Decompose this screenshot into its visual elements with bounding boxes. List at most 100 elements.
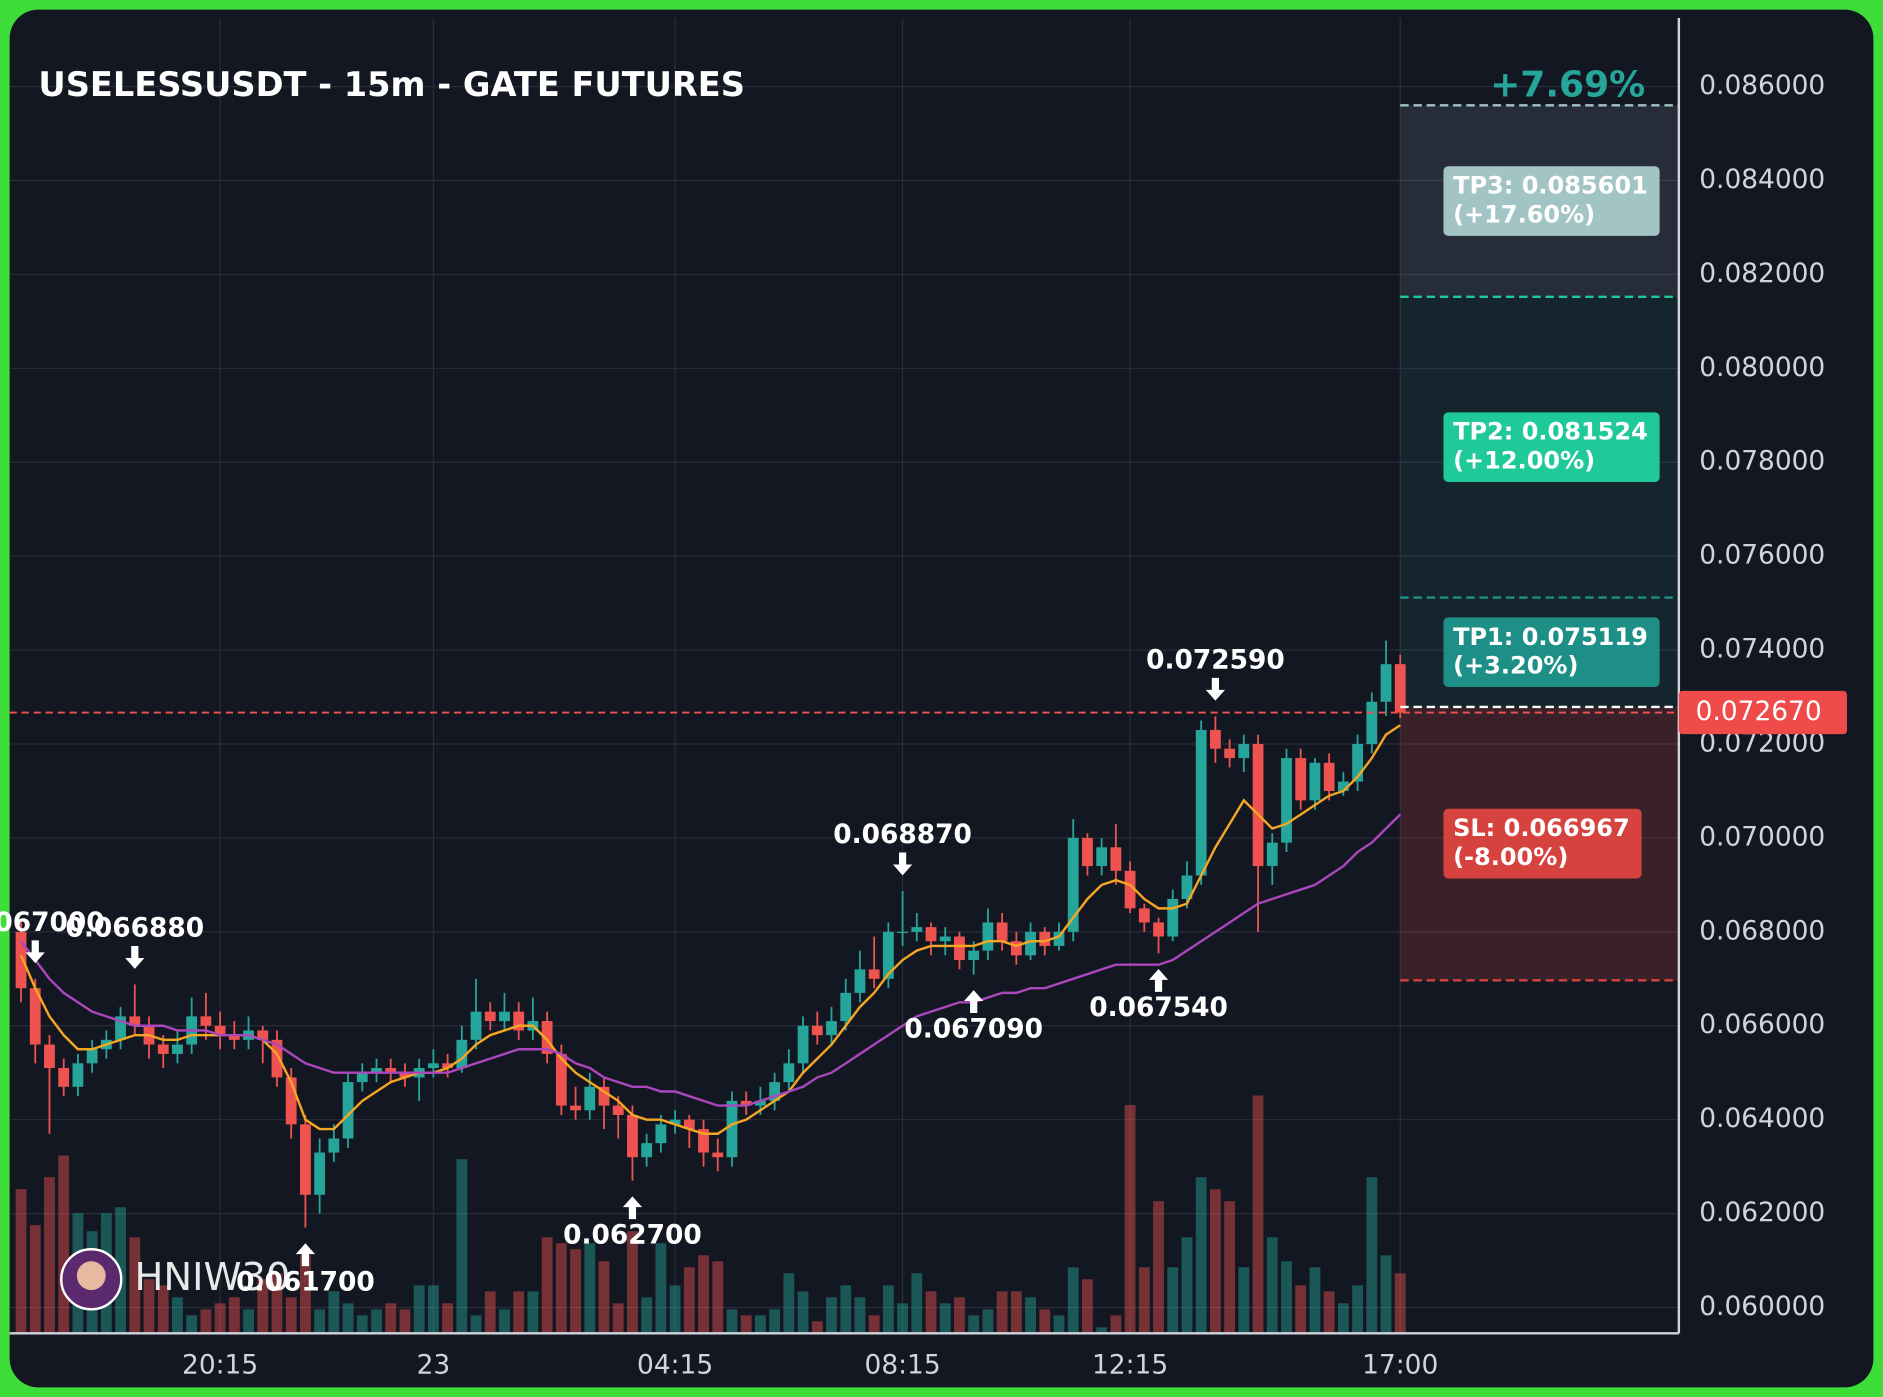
candle-body xyxy=(499,1011,510,1022)
volume-bar xyxy=(882,1285,894,1334)
candle-body xyxy=(399,1072,411,1078)
volume-bar xyxy=(413,1285,425,1334)
level-box xyxy=(1443,617,1660,688)
volume-bar xyxy=(484,1291,496,1334)
volume-bar xyxy=(925,1291,937,1334)
candle-body xyxy=(1138,908,1150,923)
avatar-face xyxy=(76,1261,106,1291)
volume-bar xyxy=(726,1309,738,1334)
volume-bar xyxy=(228,1297,240,1334)
volume-bar xyxy=(157,1285,169,1334)
candle-body xyxy=(484,1011,496,1022)
candle-body xyxy=(698,1129,709,1153)
candle-body xyxy=(1323,762,1335,791)
candle-body xyxy=(1309,762,1321,801)
candle-body xyxy=(1266,842,1278,867)
annotation-arrow xyxy=(125,945,145,969)
y-tick-label: 0.086000 xyxy=(1699,70,1825,101)
candle-body xyxy=(1295,758,1307,801)
volume-bar xyxy=(300,1255,311,1334)
candle-body xyxy=(570,1105,581,1111)
candle-body xyxy=(996,922,1008,942)
ma-line xyxy=(20,813,1402,1107)
volume-bar xyxy=(854,1297,866,1334)
volume-bar xyxy=(683,1267,695,1334)
candle-body xyxy=(328,1138,340,1153)
volume-bar xyxy=(897,1303,908,1334)
candle-body xyxy=(1025,931,1036,956)
volume-bar xyxy=(1082,1279,1093,1334)
volume-bar xyxy=(513,1291,525,1334)
x-tick-label: 04:15 xyxy=(637,1349,713,1380)
volume-bar xyxy=(1053,1315,1065,1334)
candle-body xyxy=(811,1025,823,1036)
volume-bar xyxy=(143,1279,155,1334)
candle-body xyxy=(58,1068,70,1087)
volume-bar xyxy=(1309,1267,1321,1334)
current-price-box xyxy=(1678,690,1847,735)
volume-bar xyxy=(541,1237,553,1334)
candle-body xyxy=(968,950,980,961)
annotation-label: 0.067090 xyxy=(904,1013,1043,1044)
level-label: SL: 0.066967 xyxy=(1453,814,1630,842)
level-box xyxy=(1443,808,1642,879)
volume-bar xyxy=(1124,1105,1136,1334)
candle-body xyxy=(72,1063,84,1087)
candle-body xyxy=(541,1021,553,1054)
candle-body xyxy=(911,927,923,932)
candle-body xyxy=(1252,744,1264,867)
candle-body xyxy=(854,969,866,993)
candle-body xyxy=(655,1124,667,1144)
volume-bar xyxy=(186,1315,198,1334)
volume-bar xyxy=(1138,1267,1150,1334)
volume-bar xyxy=(911,1273,923,1334)
current-price-label: 0.072670 xyxy=(1696,696,1822,727)
volume-bar xyxy=(356,1315,368,1334)
annotation-arrow xyxy=(964,990,984,1014)
volume-bar xyxy=(29,1225,41,1334)
level-change: (-8.00%) xyxy=(1453,843,1568,871)
candle-body xyxy=(1096,847,1108,867)
candle-body xyxy=(1010,941,1022,956)
volume-bar xyxy=(342,1303,354,1334)
volume-bar xyxy=(44,1177,55,1334)
volume-bar xyxy=(755,1315,766,1334)
volume-bar xyxy=(371,1309,382,1334)
volume-bar xyxy=(1238,1267,1250,1334)
volume-bar xyxy=(783,1273,795,1334)
volume-bar xyxy=(1337,1303,1349,1334)
volume-bar xyxy=(1295,1285,1307,1334)
volume-bar xyxy=(1394,1273,1406,1334)
candle-body xyxy=(740,1100,752,1106)
annotation-arrow xyxy=(1148,969,1169,992)
candle-body xyxy=(627,1114,638,1158)
candle-body xyxy=(1110,847,1122,871)
y-tick-label: 0.082000 xyxy=(1699,258,1825,289)
annotation-label: 0.067540 xyxy=(1089,992,1228,1023)
candle-body xyxy=(840,992,852,1022)
candle-body xyxy=(612,1105,624,1115)
y-tick-label: 0.068000 xyxy=(1699,915,1825,946)
candle-body xyxy=(783,1063,795,1083)
candle-body xyxy=(797,1025,809,1064)
candle-body xyxy=(1181,875,1193,899)
candle-body xyxy=(669,1119,681,1125)
annotation-label: 0.072590 xyxy=(1146,645,1285,676)
volume-bar xyxy=(826,1297,837,1334)
candle-body xyxy=(200,1016,212,1026)
volume-bar xyxy=(1167,1267,1179,1334)
y-tick-label: 0.060000 xyxy=(1699,1291,1825,1322)
plot: 0.060000 0.062000 0.064000 0.066000 0.068000… xyxy=(0,18,1847,1380)
candle-body xyxy=(1380,664,1392,702)
candle-body xyxy=(29,988,41,1045)
volume-bar xyxy=(399,1309,411,1334)
candle-body xyxy=(1394,664,1406,713)
volume-bar xyxy=(1266,1237,1278,1334)
candle-body xyxy=(1238,744,1250,759)
candle-body xyxy=(157,1044,169,1054)
volume-bar xyxy=(328,1291,340,1334)
volume-bar xyxy=(1195,1177,1207,1334)
volume-bar xyxy=(1281,1261,1292,1334)
